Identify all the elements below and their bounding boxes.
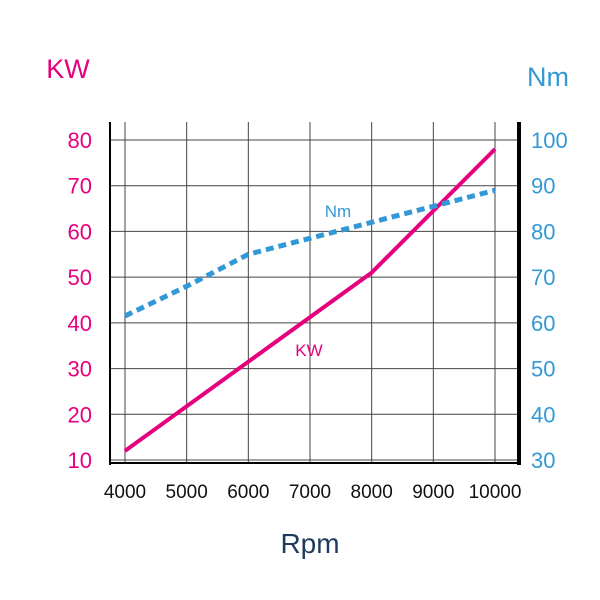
labels-layer: 4000 5000 6000 7000 8000 9000 10000 10 20 30 40 50 6… [68,128,568,503]
right-tick-label: 60 [531,311,555,336]
right-tick-label: 70 [531,265,555,290]
left-tick-label: 80 [68,128,92,153]
left-tick-label: 10 [68,448,92,473]
right-tick-label: 40 [531,402,555,427]
right-axis-title: Nm [527,62,569,92]
series-layer [123,147,497,453]
left-tick-label: 70 [68,174,92,199]
series-line-kw [123,147,497,453]
x-tick-label: 8000 [351,482,393,503]
series-line-nm [123,187,496,319]
grid [110,122,519,463]
axes [109,122,521,465]
series-label-nm: Nm [325,202,351,221]
x-tick-label: 6000 [227,482,269,503]
left-tick-label: 30 [68,357,92,382]
right-tick-label: 100 [531,128,568,153]
left-tick-label: 40 [68,311,92,336]
x-tick-label: 7000 [289,482,331,503]
right-tick-label: 90 [531,174,555,199]
x-tick-label: 4000 [104,482,146,503]
series-label-kw: KW [295,341,322,360]
x-tick-label: 10000 [469,482,522,503]
x-tick-label: 9000 [412,482,454,503]
left-axis-title: KW [46,54,90,84]
right-tick-label: 30 [531,448,555,473]
left-tick-label: 60 [68,219,92,244]
x-axis-title: Rpm [280,528,339,559]
right-tick-label: 80 [531,219,555,244]
x-tick-label: 5000 [166,482,208,503]
left-tick-label: 20 [68,402,92,427]
left-tick-label: 50 [68,265,92,290]
right-tick-label: 50 [531,357,555,382]
